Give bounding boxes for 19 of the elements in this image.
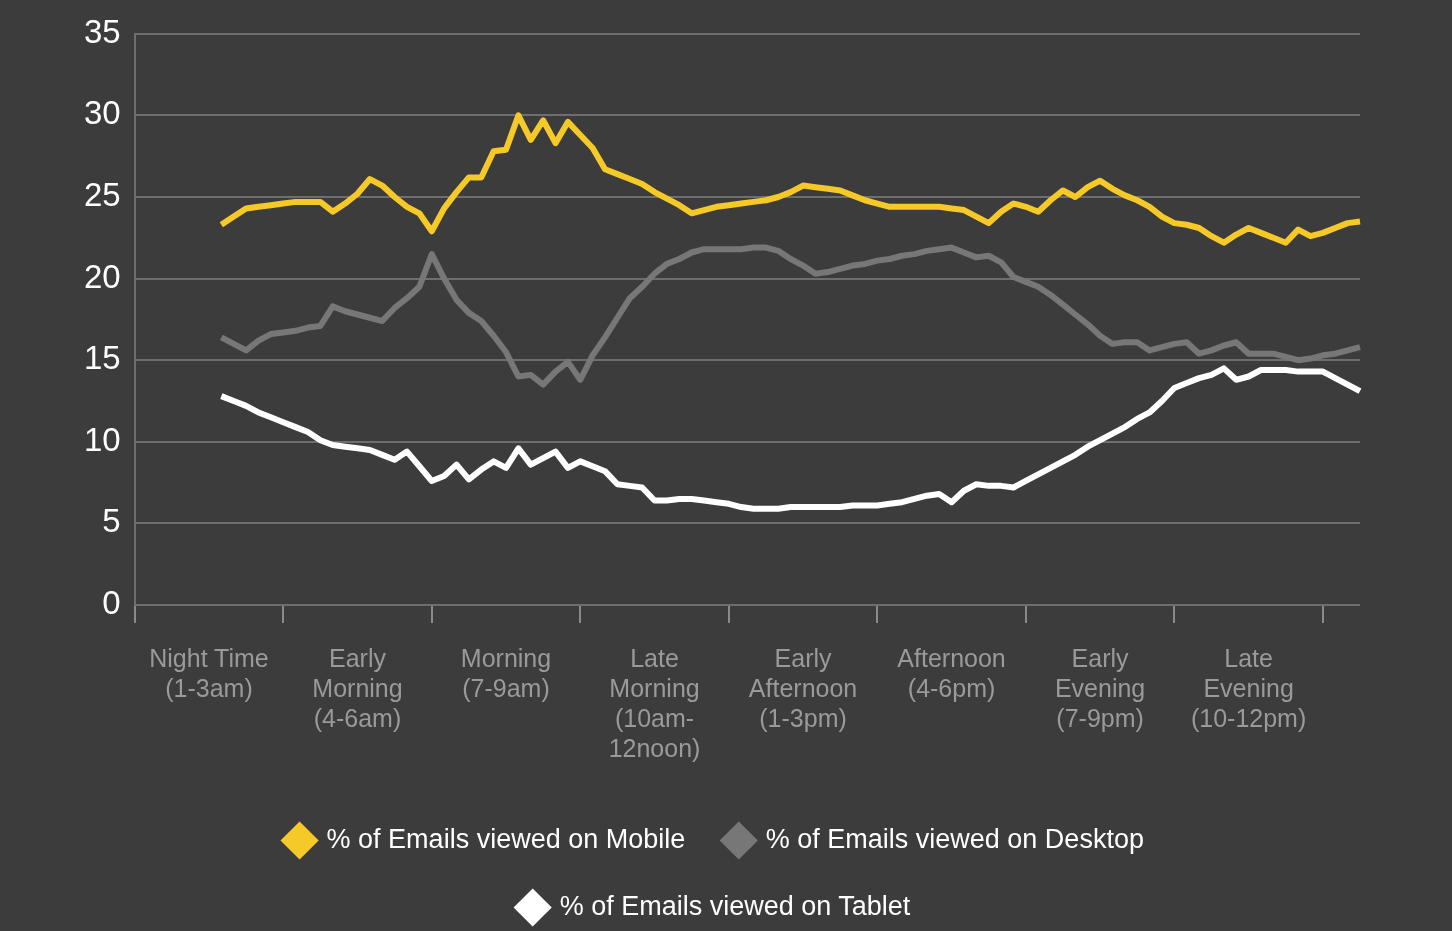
y-tick-label: 20 xyxy=(83,257,121,295)
x-tick-label: Morning (7-9am) xyxy=(460,643,552,702)
legend-label: % of Emails viewed on Tablet xyxy=(559,890,911,921)
legend-label: % of Emails viewed on Desktop xyxy=(765,823,1144,854)
y-tick-label: 0 xyxy=(102,584,121,622)
x-tick-label: Afternoon (4-6pm) xyxy=(897,643,1006,702)
y-tick-label: 35 xyxy=(83,12,121,50)
legend-label: % of Emails viewed on Mobile xyxy=(326,823,686,854)
y-tick-label: 10 xyxy=(83,420,121,458)
y-tick-label: 25 xyxy=(83,176,121,214)
y-tick-label: 5 xyxy=(102,502,121,540)
x-tick-label: Late Evening (10-12pm) xyxy=(1190,643,1307,732)
y-tick-label: 15 xyxy=(83,339,121,377)
x-tick-label: Late Morning (10am- 12noon) xyxy=(608,643,701,762)
x-tick-label: Early Morning (4-6am) xyxy=(312,643,403,732)
x-tick-label: Early Afternoon (1-3pm) xyxy=(748,643,858,732)
x-tick-label: Night Time (1-3am) xyxy=(149,643,269,702)
y-tick-label: 30 xyxy=(83,94,121,132)
x-tick-label: Early Evening (7-9pm) xyxy=(1054,643,1146,732)
